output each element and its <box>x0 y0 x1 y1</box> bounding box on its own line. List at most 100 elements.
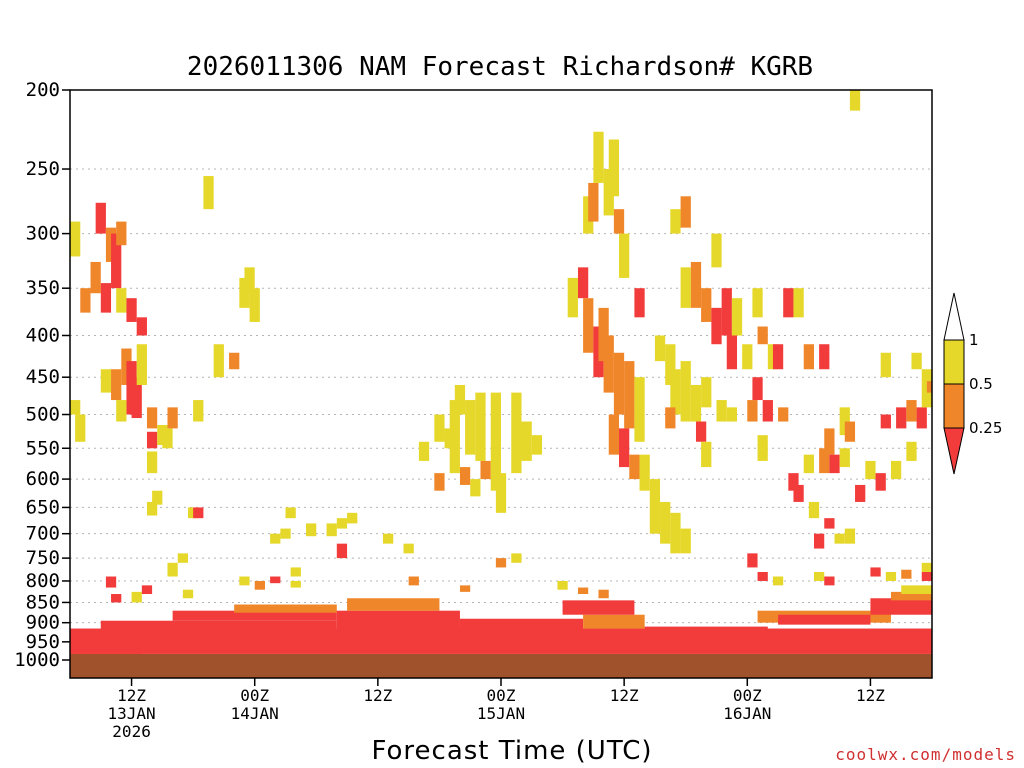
data-cell <box>80 288 91 313</box>
data-cell <box>747 553 758 568</box>
data-cell <box>480 460 491 480</box>
data-cell <box>598 307 609 362</box>
data-cell <box>916 407 927 429</box>
data-cell <box>100 283 112 313</box>
data-cell <box>701 441 712 468</box>
legend: 1 0.5 0.25 <box>943 292 1002 475</box>
data-cell <box>249 288 260 322</box>
y-tick-label: 1000 <box>14 649 60 671</box>
x-tick-label: 13JAN <box>107 704 155 723</box>
data-band <box>583 614 645 629</box>
data-cell <box>757 326 768 345</box>
data-cell <box>896 407 907 429</box>
data-cell <box>772 344 784 370</box>
data-cell <box>347 512 358 524</box>
data-band <box>562 600 635 615</box>
data-cell <box>829 454 840 474</box>
data-cell <box>680 196 691 228</box>
data-cell <box>444 428 455 449</box>
data-cell <box>270 533 281 544</box>
data-cell <box>116 221 127 246</box>
data-cell <box>839 407 850 436</box>
data-cell <box>819 344 830 370</box>
data-cell <box>470 479 481 497</box>
data-cell <box>193 507 204 519</box>
data-cell <box>680 528 691 554</box>
data-cell <box>213 344 224 378</box>
data-cell <box>111 594 122 603</box>
data-cell <box>690 261 702 308</box>
data-cell <box>752 377 763 401</box>
data-cell <box>906 441 917 461</box>
data-cell <box>762 400 773 422</box>
data-cell <box>290 580 301 588</box>
plot-area <box>70 90 932 678</box>
data-cell <box>665 344 676 385</box>
data-cell <box>701 377 712 408</box>
data-cell <box>95 202 106 234</box>
data-cell <box>824 518 835 529</box>
data-cell <box>695 421 707 442</box>
data-cell <box>926 381 932 393</box>
data-cell <box>511 553 522 563</box>
data-cell <box>167 407 178 429</box>
data-cell <box>229 352 240 370</box>
data-cell <box>911 352 922 370</box>
data-cell <box>239 576 250 586</box>
data-cell <box>465 400 476 455</box>
data-cell <box>716 400 727 422</box>
data-cell <box>459 467 471 485</box>
data-cell <box>660 501 671 544</box>
data-cell <box>593 326 604 378</box>
data-cell <box>75 414 86 442</box>
data-cell <box>793 484 804 502</box>
data-cell <box>105 227 117 262</box>
data-cell <box>757 435 768 461</box>
y-tick-label: 550 <box>26 437 60 459</box>
data-cell <box>90 261 101 294</box>
data-cell <box>449 400 460 474</box>
data-cell <box>70 221 81 257</box>
data-cell <box>711 307 722 345</box>
data-cell <box>326 523 337 537</box>
data-cell <box>280 528 291 539</box>
y-tick-label: 500 <box>26 404 60 426</box>
data-cell <box>146 431 158 449</box>
data-cell <box>844 528 856 544</box>
data-cell <box>742 344 753 370</box>
y-tick-label: 700 <box>26 523 60 545</box>
data-cell <box>490 392 501 491</box>
y-tick-label: 250 <box>26 158 60 180</box>
data-cell <box>588 182 599 222</box>
data-cell <box>803 344 814 370</box>
data-cell <box>290 567 301 577</box>
data-cell <box>849 90 861 111</box>
data-cell <box>875 473 886 491</box>
data-cell <box>808 501 820 519</box>
data-cell <box>336 543 348 559</box>
x-tick-label: 2026 <box>112 722 151 741</box>
data-cell <box>593 131 604 183</box>
y-tick-label: 850 <box>26 591 60 613</box>
y-tick-label: 300 <box>26 223 60 245</box>
data-cell <box>613 352 625 415</box>
data-cell <box>511 392 522 474</box>
data-cell <box>639 454 650 491</box>
data-cell <box>598 589 609 599</box>
x-tick-label: 15JAN <box>477 704 525 723</box>
data-cell <box>131 377 142 419</box>
x-tick-label: 00Z <box>240 686 269 705</box>
data-cell <box>577 587 589 595</box>
credit-link[interactable]: coolwx.com/models <box>835 745 1016 764</box>
y-tick-label: 400 <box>26 324 60 346</box>
data-cell <box>126 298 137 322</box>
legend-arrow-top <box>943 292 965 341</box>
data-band <box>234 604 337 613</box>
data-cell <box>855 484 866 502</box>
data-cell <box>152 490 163 505</box>
data-cell <box>690 384 702 422</box>
data-cell <box>70 400 81 415</box>
data-cell <box>244 267 255 294</box>
data-cell <box>721 288 732 336</box>
